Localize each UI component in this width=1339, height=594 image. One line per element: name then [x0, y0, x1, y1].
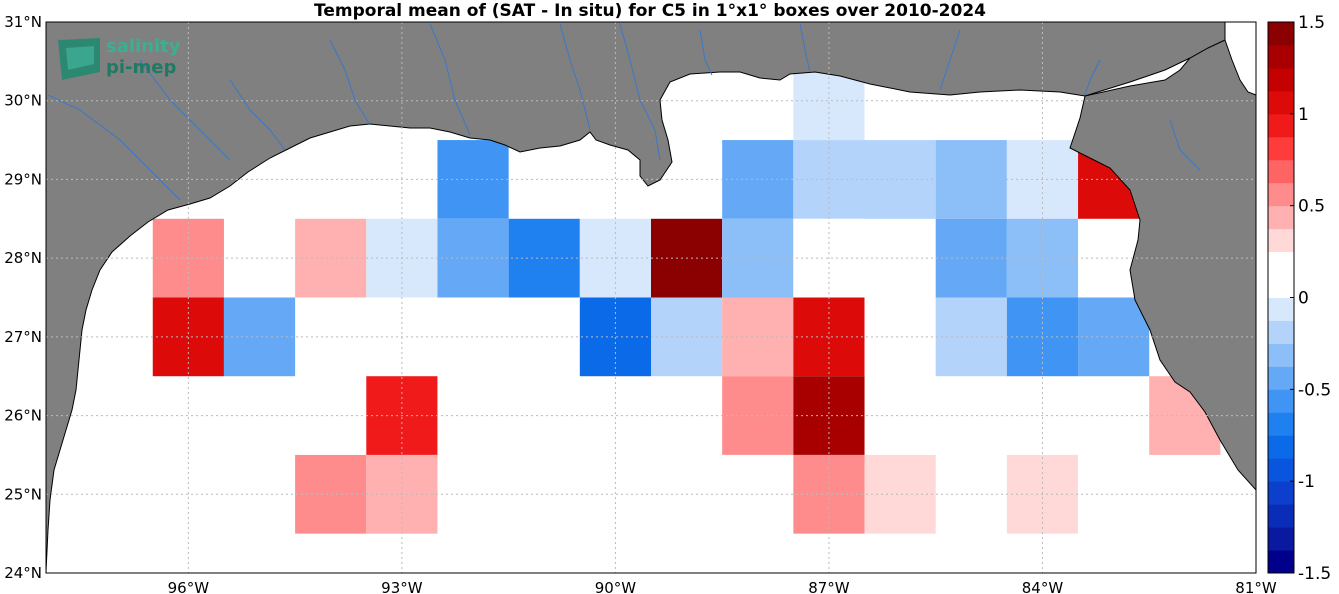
colorbar-level [1268, 297, 1294, 321]
colorbar-level [1268, 366, 1294, 390]
river [699, 29, 713, 76]
axis-labels: 96°W 93°W 90°W 87°W 84°W 81°W 24°N 25°N 26°N 27°N… [4, 13, 1277, 594]
colorbar-tick-label: 0 [1298, 289, 1309, 309]
colorbar-level [1268, 527, 1294, 551]
river [939, 29, 961, 91]
lon-tick-label: 93°W [381, 579, 423, 594]
river [139, 59, 231, 161]
colorbar-tick-label: -0.5 [1298, 380, 1331, 400]
river [619, 23, 661, 161]
colorbar-level [1268, 90, 1294, 115]
lat-tick-label: 31°N [4, 13, 42, 31]
colorbar-level [1268, 481, 1294, 505]
colorbar-level [1268, 22, 1294, 46]
us-gulf-coast-land [46, 21, 1257, 492]
colorbar-level [1268, 251, 1294, 276]
land-mass [45, 21, 1257, 573]
colorbar-level [1268, 136, 1294, 161]
colorbar-tick-label: 1.5 [1298, 13, 1325, 33]
salinity-pi-mep-logo: salinity pi-mep [58, 36, 181, 80]
colorbar-level [1268, 113, 1294, 138]
river [1169, 119, 1201, 171]
river [799, 23, 811, 73]
colorbar-level [1268, 159, 1294, 184]
rivers [47, 23, 1201, 201]
colorbar-tick-label: 0.5 [1298, 197, 1325, 217]
river [329, 39, 371, 126]
lat-tick-label: 25°N [4, 485, 42, 503]
colorbar-tick-label: 1 [1298, 105, 1309, 125]
colorbar-level [1268, 504, 1294, 528]
colorbar-level [1268, 205, 1294, 230]
logo-line1: salinity [106, 36, 181, 57]
northern-coast-land [45, 21, 1226, 573]
colorbar-ticks: 1.5 1 0.5 0 -0.5 -1 -1.5 [1290, 13, 1331, 584]
colorbar-level [1268, 389, 1294, 413]
colorbar-level [1268, 228, 1294, 253]
lon-tick-label: 84°W [1022, 579, 1064, 594]
lat-tick-label: 27°N [4, 328, 42, 346]
colorbar-level [1268, 274, 1294, 298]
logo-line2: pi-mep [106, 57, 176, 78]
colorbar-level [1268, 435, 1294, 459]
colorbar-level [1268, 67, 1294, 92]
river [47, 94, 181, 201]
lon-tick-label: 90°W [595, 579, 637, 594]
river [559, 23, 591, 131]
colorbar-level [1268, 182, 1294, 207]
lat-tick-label: 24°N [4, 564, 42, 582]
colorbar-level [1268, 412, 1294, 436]
heatmap-cell [223, 297, 296, 377]
lat-tick-label: 29°N [4, 170, 42, 188]
colorbar-tick-label: -1 [1298, 472, 1315, 492]
colorbar-level [1268, 44, 1294, 69]
map-frame [45, 21, 1257, 574]
colorbar-tick-label: -1.5 [1298, 564, 1331, 584]
lat-tick-label: 26°N [4, 407, 42, 425]
logo-wave-icon [66, 46, 94, 70]
colorbar-level [1268, 320, 1294, 344]
lon-tick-label: 87°W [808, 579, 850, 594]
lat-tick-label: 30°N [4, 92, 42, 110]
colorbar-level [1268, 550, 1294, 574]
river [429, 23, 471, 136]
lon-tick-label: 96°W [168, 579, 210, 594]
lat-tick-label: 28°N [4, 249, 42, 267]
map-title: Temporal mean of (SAT - In situ) for C5 … [314, 1, 986, 21]
river [229, 79, 286, 151]
colorbar-blocks [1268, 22, 1294, 574]
colorbar-level [1268, 343, 1294, 367]
river [1084, 59, 1101, 96]
colorbar-level [1268, 458, 1294, 482]
lon-tick-label: 81°W [1235, 579, 1277, 594]
